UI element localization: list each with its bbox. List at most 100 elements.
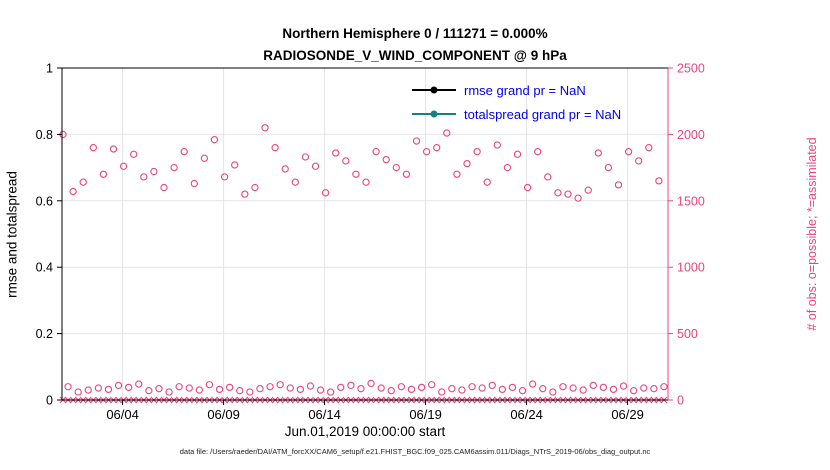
x-tick-label: 06/24	[510, 407, 543, 422]
possible-obs-marker	[69, 187, 77, 196]
possible-obs-marker	[296, 385, 305, 394]
possible-obs-marker	[503, 163, 512, 172]
possible-obs-marker	[332, 149, 340, 157]
possible-obs-marker	[266, 383, 274, 391]
possible-obs-marker	[402, 170, 411, 178]
possible-obs-marker	[529, 380, 537, 388]
possible-obs-marker	[306, 382, 315, 390]
possible-obs-marker	[498, 385, 507, 394]
possible-obs-marker	[478, 384, 486, 392]
rmse-line-marker-icon	[412, 86, 456, 94]
possible-obs-marker	[337, 383, 345, 392]
possible-obs-marker	[660, 383, 668, 391]
right-tick-label: 500	[677, 327, 698, 341]
possible-obs-marker	[650, 385, 658, 393]
possible-obs-marker	[458, 386, 466, 394]
possible-obs-marker	[327, 388, 335, 396]
possible-obs-marker	[145, 387, 153, 395]
possible-obs-marker	[392, 163, 400, 172]
possible-obs-marker	[301, 153, 310, 161]
possible-obs-marker	[614, 181, 623, 189]
possible-obs-marker	[579, 386, 587, 394]
possible-obs-marker	[109, 145, 118, 153]
possible-obs-marker	[463, 159, 471, 168]
left-tick-label: 0.4	[36, 261, 53, 275]
x-axis-label: Jun.01,2019 00:00:00 start	[284, 424, 446, 439]
possible-obs-marker	[342, 157, 350, 165]
possible-obs-marker	[523, 183, 532, 192]
legend-label-totalspread: totalspread grand pr = NaN	[464, 106, 622, 122]
possible-obs-marker	[246, 388, 254, 396]
possible-obs-marker	[534, 148, 542, 156]
possible-obs-marker	[286, 384, 294, 392]
possible-obs-marker	[114, 381, 123, 390]
legend-label-rmse: rmse grand pr = NaN	[464, 82, 586, 98]
legend-entry-rmse: rmse grand pr = NaN	[412, 78, 621, 102]
possible-obs-marker	[140, 173, 148, 181]
x-tick-label: 06/04	[106, 407, 139, 422]
right-tick-label: 1000	[677, 261, 705, 275]
chart-legend: rmse grand pr = NaN totalspread grand pr…	[412, 78, 621, 126]
possible-obs-marker	[412, 137, 421, 145]
possible-obs-marker	[311, 162, 320, 170]
possible-obs-marker	[84, 386, 92, 394]
possible-obs-marker	[291, 178, 299, 186]
possible-obs-marker	[397, 383, 406, 391]
left-tick-label: 0	[46, 394, 53, 408]
possible-obs-marker	[448, 385, 456, 393]
possible-obs-marker	[74, 388, 82, 396]
possible-obs-marker	[619, 382, 628, 390]
legend-entry-totalspread: totalspread grand pr = NaN	[412, 102, 621, 126]
possible-obs-marker	[594, 149, 602, 157]
possible-obs-marker	[544, 173, 552, 181]
possible-obs-marker	[251, 183, 259, 192]
x-tick-label: 06/09	[207, 407, 240, 422]
possible-obs-marker	[584, 186, 592, 194]
possible-obs-marker	[554, 189, 562, 197]
x-tick-label: 06/29	[611, 407, 644, 422]
possible-obs-marker	[200, 154, 209, 162]
possible-obs-marker	[483, 178, 491, 186]
possible-obs-marker	[195, 386, 204, 394]
possible-obs-marker	[387, 387, 395, 395]
possible-obs-marker	[569, 384, 577, 392]
right-tick-label: 2000	[677, 128, 705, 142]
possible-obs-marker	[316, 386, 325, 394]
possible-obs-marker	[513, 150, 522, 158]
possible-obs-marker	[89, 144, 97, 152]
possible-obs-marker	[231, 161, 239, 169]
possible-obs-marker	[433, 144, 441, 152]
possible-obs-marker	[624, 148, 633, 156]
possible-obs-marker	[377, 384, 385, 392]
possible-obs-marker	[190, 179, 198, 188]
right-tick-label: 1500	[677, 194, 705, 208]
possible-obs-marker	[205, 381, 214, 389]
possible-obs-marker	[417, 383, 426, 392]
possible-obs-marker	[281, 165, 289, 173]
possible-obs-marker	[220, 173, 229, 181]
left-tick-label: 0.6	[36, 194, 53, 208]
possible-obs-marker	[226, 383, 234, 392]
possible-obs-marker	[367, 379, 375, 388]
left-tick-label: 0.2	[36, 327, 53, 341]
possible-obs-marker	[640, 384, 648, 392]
possible-obs-marker	[599, 383, 608, 392]
possible-obs-marker	[261, 124, 269, 132]
possible-obs-marker	[539, 385, 547, 393]
possible-obs-marker	[241, 190, 249, 198]
possible-obs-marker	[443, 129, 451, 137]
possible-obs-marker	[382, 155, 390, 164]
possible-obs-marker	[468, 383, 476, 391]
chart-title-line2: RADIOSONDE_V_WIND_COMPONENT @ 9 hPa	[263, 48, 567, 63]
x-tick-label: 06/14	[308, 407, 341, 422]
possible-obs-marker	[574, 194, 582, 202]
possible-obs-marker	[236, 387, 244, 395]
left-tick-label: 0.8	[36, 128, 53, 142]
possible-obs-marker	[170, 163, 178, 172]
possible-obs-marker	[321, 189, 330, 197]
possible-obs-marker	[276, 381, 284, 389]
possible-obs-marker	[645, 144, 653, 152]
possible-obs-marker	[357, 385, 365, 393]
possible-obs-marker	[564, 190, 572, 198]
